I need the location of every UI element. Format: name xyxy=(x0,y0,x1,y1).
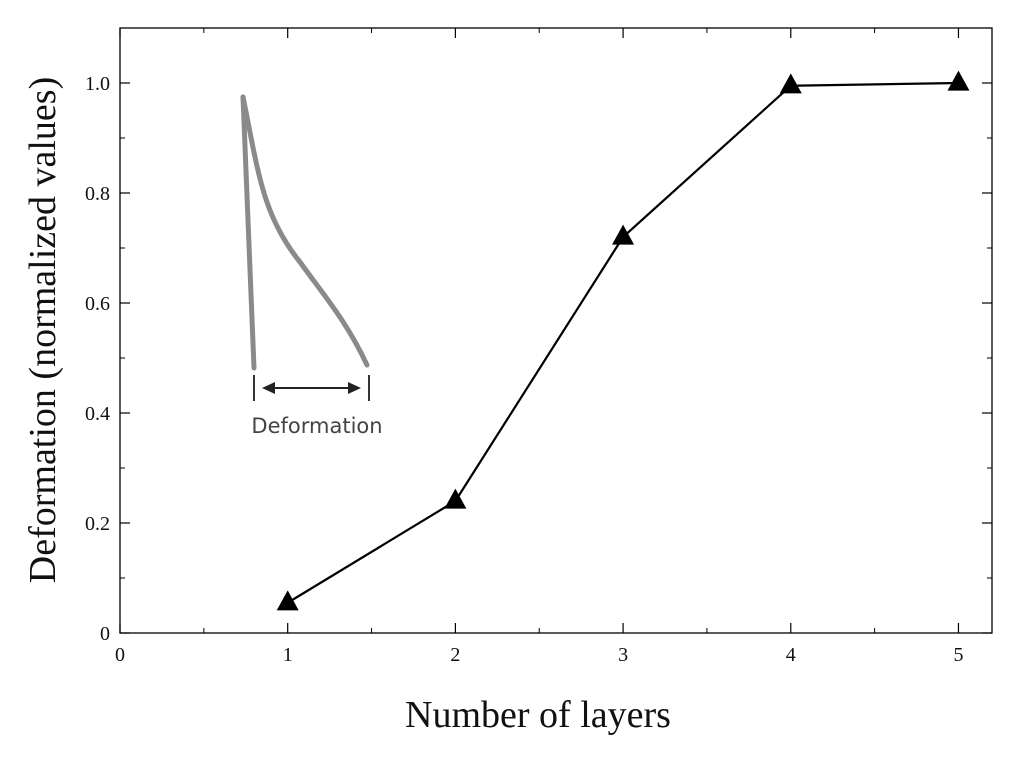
y-axis-label: Deformation (normalized values) xyxy=(22,77,64,583)
y-tick-label: 0.4 xyxy=(85,403,110,425)
x-tick-label: 3 xyxy=(618,644,628,666)
inset-undeformed-beam xyxy=(240,94,257,371)
x-tick-label: 2 xyxy=(450,644,460,666)
y-tick-label: 1.0 xyxy=(85,73,110,95)
inset-arrow-left-head xyxy=(262,382,275,394)
data-point-marker xyxy=(779,73,802,94)
inset-label: Deformation xyxy=(251,414,382,438)
x-tick-label: 5 xyxy=(953,644,963,666)
data-point-marker xyxy=(444,488,467,509)
data-point-marker xyxy=(276,590,299,611)
data-point-marker xyxy=(947,70,970,91)
x-tick-label: 0 xyxy=(115,644,125,666)
y-tick-label: 0.6 xyxy=(85,293,110,315)
deformation-inset-diagram: Deformation xyxy=(240,94,383,438)
plot-frame xyxy=(119,27,993,634)
series-line xyxy=(287,81,959,604)
x-tick-label: 1 xyxy=(283,644,293,666)
inset-arrow-right-head xyxy=(348,382,361,394)
x-axis-label: Number of layers xyxy=(405,694,671,736)
y-tick-label: 0.8 xyxy=(85,183,110,205)
y-tick-label: 0 xyxy=(100,623,110,645)
x-tick-label: 4 xyxy=(786,644,796,666)
data-point-marker xyxy=(612,224,635,245)
inset-deformed-beam xyxy=(240,94,370,368)
y-tick-label: 0.2 xyxy=(85,513,110,535)
